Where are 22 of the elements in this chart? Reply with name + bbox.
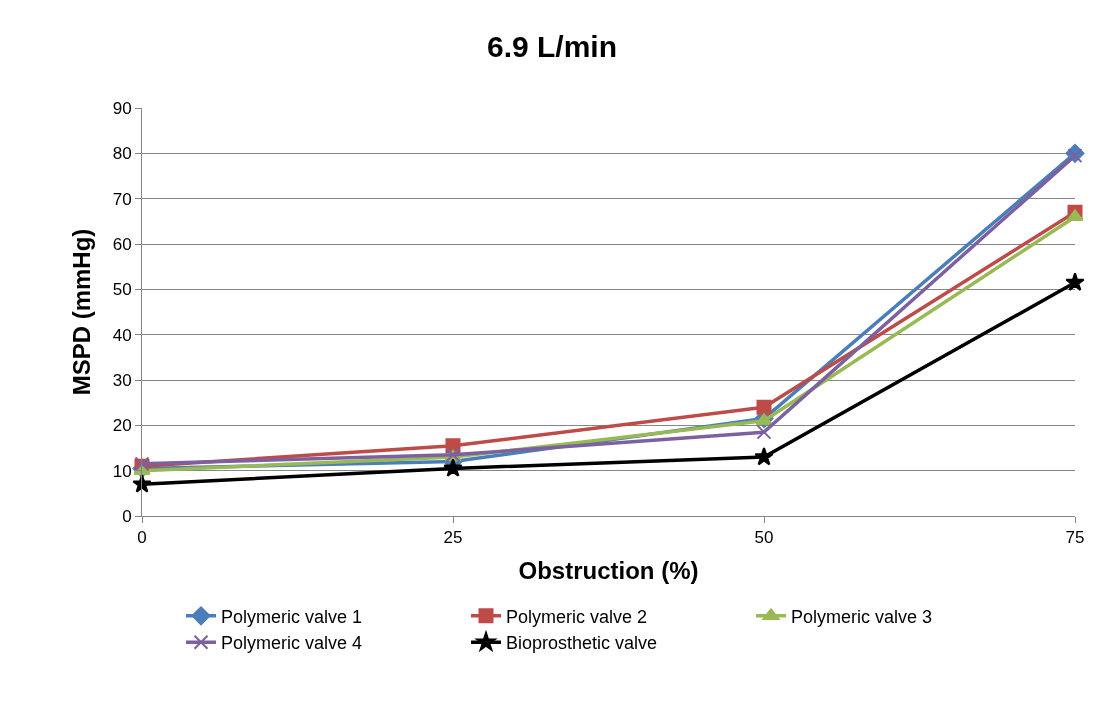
x-tick-label: 25 <box>443 528 463 548</box>
y-tick-label: 70 <box>112 189 132 209</box>
y-tick-label: 10 <box>112 461 132 481</box>
y-tick-label: 30 <box>112 370 132 390</box>
y-tick-label: 90 <box>112 98 132 118</box>
y-tick-label: 50 <box>112 280 132 300</box>
x-axis-title: Obstruction (%) <box>518 556 699 584</box>
x-tick-label: 75 <box>1065 528 1085 548</box>
y-tick-label: 20 <box>112 416 132 436</box>
x-tick-label: 0 <box>137 528 147 548</box>
y-axis-title: MSPD (mmHg) <box>67 228 95 396</box>
chart-title: 6.9 L/min <box>486 30 618 64</box>
legend-label: Bioprosthetic valve <box>506 633 658 654</box>
x-tick-label: 50 <box>754 528 774 548</box>
y-tick-label: 60 <box>112 234 132 254</box>
legend-label: Polymeric valve 1 <box>221 606 363 627</box>
legend-label: Polymeric valve 2 <box>506 606 648 627</box>
y-tick-label: 40 <box>112 325 132 345</box>
y-tick-label: 80 <box>112 144 132 164</box>
y-tick-label: 0 <box>122 506 132 526</box>
legend-label: Polymeric valve 3 <box>791 606 933 627</box>
legend-label: Polymeric valve 4 <box>221 633 363 654</box>
